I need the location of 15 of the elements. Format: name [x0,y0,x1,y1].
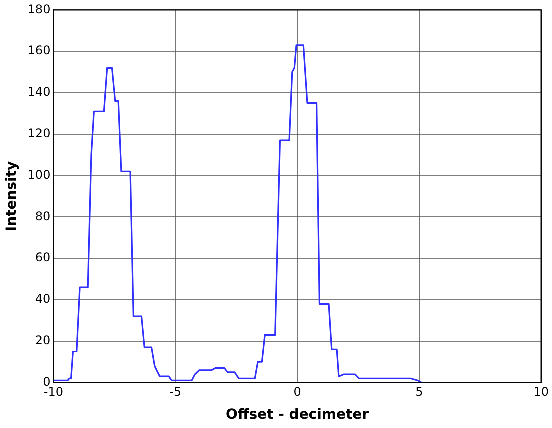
y-tick-label: 60 [35,250,51,265]
y-tick-label: 20 [35,334,51,348]
y-tick-label: 120 [28,126,51,141]
x-tick-label: 10 [534,385,550,400]
x-tick-label: -5 [170,385,182,400]
y-tick-label: 100 [28,168,51,182]
x-axis-title: Offset - decimeter [226,407,370,424]
y-tick-label: 160 [28,44,51,58]
y-tick-label: 180 [28,2,51,16]
x-tick-label: 5 [416,385,424,400]
y-axis-title: Intensity [4,161,20,232]
y-tick-label: 40 [35,292,51,306]
y-tick-label: 80 [35,209,51,224]
x-tick-label: 0 [294,385,302,400]
y-tick-label: 140 [28,85,51,100]
